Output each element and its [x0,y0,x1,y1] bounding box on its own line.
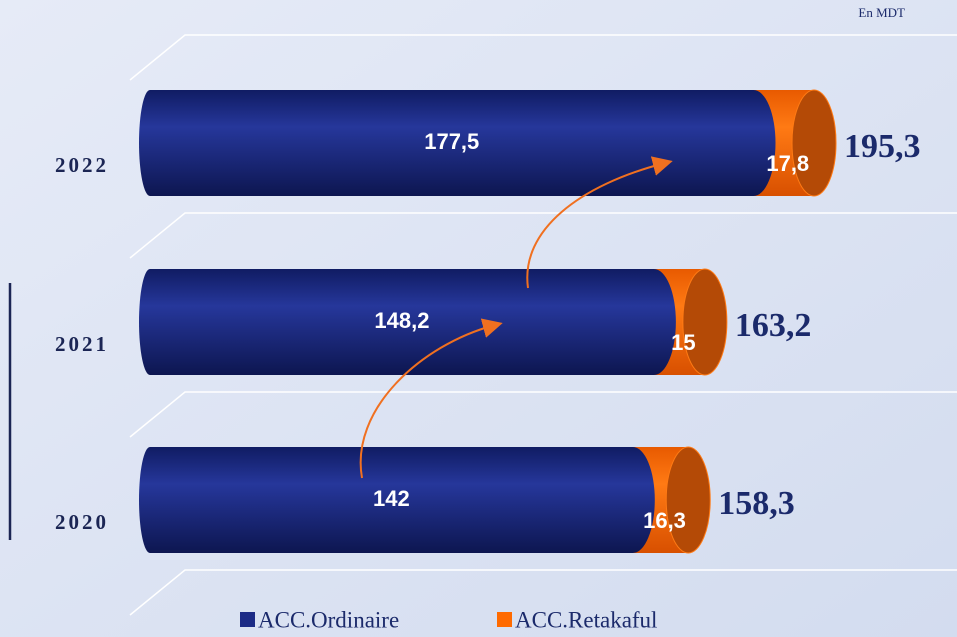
bar-cap [682,268,728,376]
bar [150,90,754,196]
total-label: 163,2 [735,307,812,344]
category-label: 2021 [55,332,109,356]
floor-lines [129,34,957,616]
bar-cap [791,89,837,197]
value-label: 17,8 [766,151,809,176]
legend-swatch [497,612,512,627]
legend-label: ACC.Retakaful [515,607,657,632]
value-label: 148,2 [374,308,429,333]
total-label: 195,3 [844,128,921,165]
category-label: 2020 [55,510,109,534]
unit-note: En MDT [858,5,905,20]
bar [150,269,654,375]
growth-arrows [359,156,673,479]
legend-label: ACC.Ordinaire [258,607,399,632]
bar-cap [731,90,776,196]
total-label: 158,3 [718,485,795,522]
bar [150,447,633,553]
bar-cap [665,446,711,554]
category-label: 2022 [55,153,109,177]
value-label: 16,3 [643,508,686,533]
value-label: 177,5 [424,129,479,154]
bar-cap [631,269,676,375]
bar-cap [610,447,655,553]
value-label: 15 [671,330,695,355]
value-label: 142 [373,486,410,511]
bars: 2020 142 16,3 158,3 2021 148,2 15 163,2 2022 177,… [55,89,921,554]
legend-swatch [240,612,255,627]
